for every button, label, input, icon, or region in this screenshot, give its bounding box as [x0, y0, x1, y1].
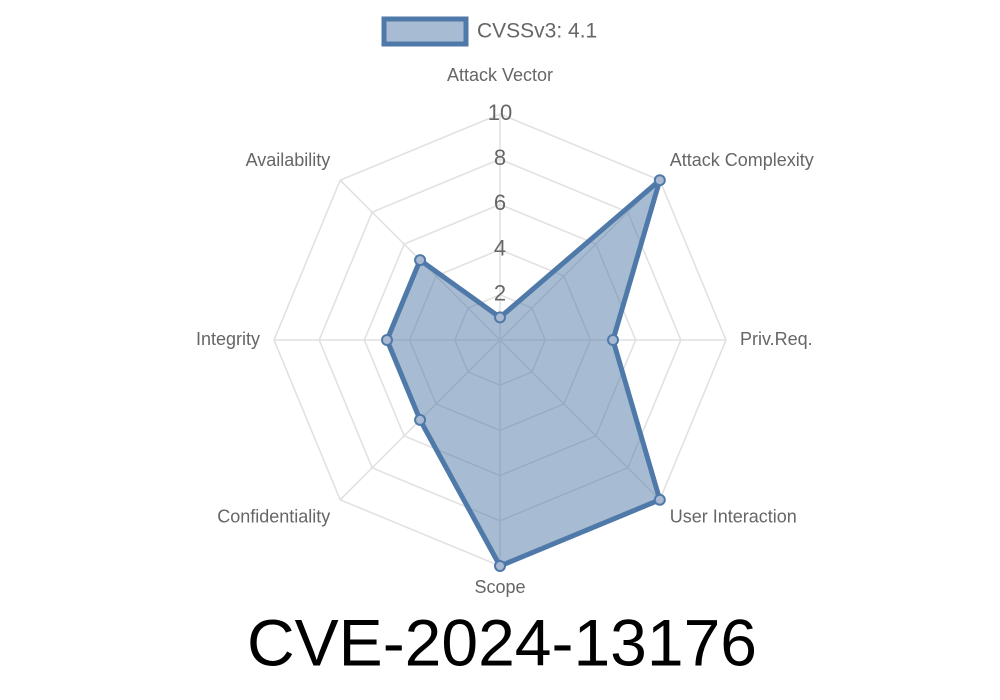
axis-label: Confidentiality — [217, 506, 330, 526]
axis-label: Attack Complexity — [670, 150, 814, 170]
data-point — [414, 254, 427, 267]
axis-label: Availability — [246, 150, 331, 170]
data-point — [607, 334, 619, 346]
r-tick-label: 2 — [494, 281, 506, 306]
axis-label: Attack Vector — [447, 65, 553, 85]
axis-label: Priv.Req. — [740, 329, 813, 349]
axis-label: User Interaction — [670, 506, 797, 526]
legend-label: CVSSv3: 4.1 — [477, 20, 597, 43]
r-tick-label: 8 — [494, 145, 506, 170]
legend-swatch — [381, 16, 469, 47]
chart-title: CVE-2024-13176 — [247, 605, 757, 679]
r-tick-label: 6 — [494, 190, 506, 215]
axis-label: Scope — [474, 577, 525, 597]
data-point — [653, 493, 666, 506]
data-point — [653, 174, 666, 187]
series-area — [384, 177, 663, 569]
data-point — [494, 311, 506, 324]
data-point — [414, 413, 427, 426]
axis-label: Integrity — [196, 329, 260, 349]
data-point — [381, 334, 393, 346]
r-tick-label: 10 — [488, 100, 512, 125]
r-tick-label: 4 — [494, 235, 506, 260]
data-point — [494, 560, 506, 572]
